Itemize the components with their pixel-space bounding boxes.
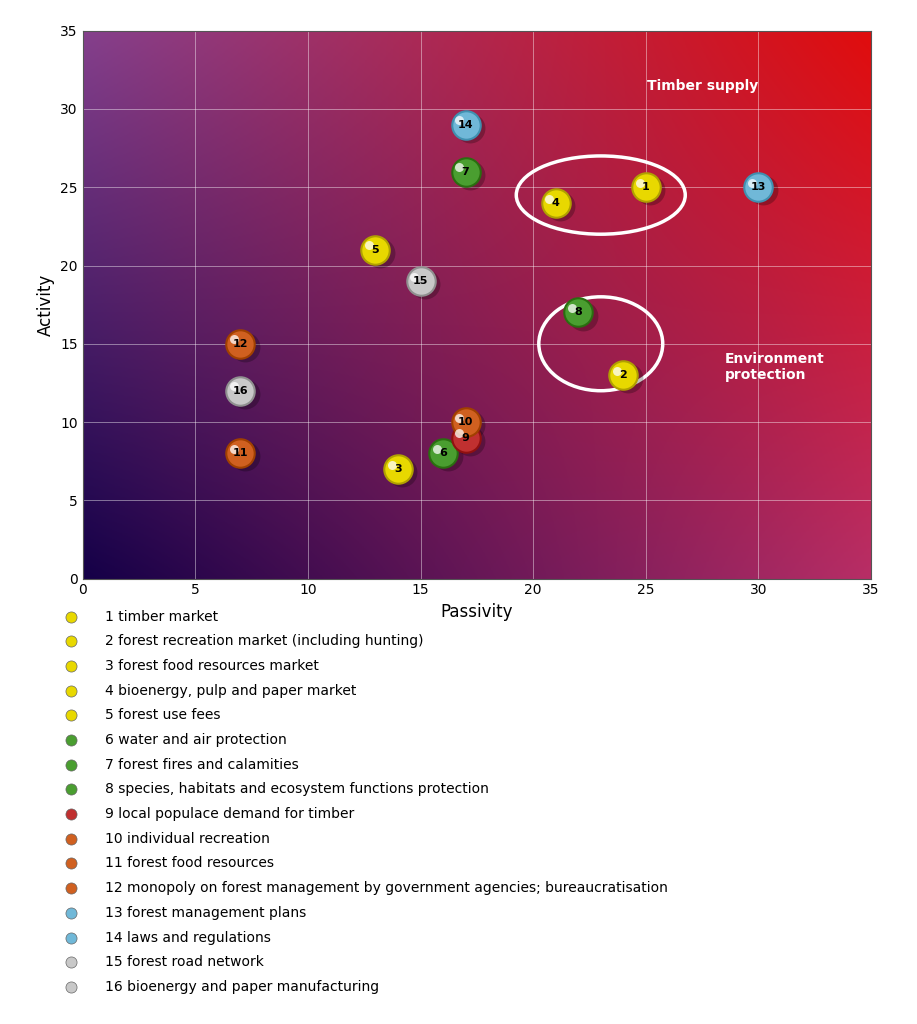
Text: 2: 2 (619, 370, 627, 380)
Text: 11: 11 (233, 449, 248, 459)
Point (417, 276, 432, 293)
Point (463, 167, 478, 183)
Text: 12: 12 (233, 339, 248, 349)
Text: 13 forest management plans: 13 forest management plans (105, 906, 306, 920)
Text: 6 water and air protection: 6 water and air protection (105, 733, 287, 748)
Text: 16 bioenergy and paper manufacturing: 16 bioenergy and paper manufacturing (105, 980, 379, 994)
Text: 1: 1 (642, 182, 650, 193)
Point (391, 461, 405, 477)
Point (643, 182, 657, 199)
Point (638, 179, 653, 196)
Text: 15 forest road network: 15 forest road network (105, 955, 264, 969)
Text: 2 forest recreation market (including hunting): 2 forest recreation market (including hu… (105, 635, 424, 648)
Text: 8 species, habitats and ecosystem functions protection: 8 species, habitats and ecosystem functi… (105, 782, 489, 797)
Point (226, 440, 241, 457)
Point (233, 445, 248, 462)
X-axis label: Passivity: Passivity (440, 603, 514, 621)
Point (440, 449, 455, 465)
Text: 8: 8 (574, 307, 582, 317)
Text: 15: 15 (413, 276, 428, 286)
Text: 6: 6 (439, 449, 447, 459)
Text: Timber supply: Timber supply (646, 79, 757, 92)
Text: 3 forest food resources market: 3 forest food resources market (105, 659, 319, 673)
Point (616, 367, 631, 383)
Point (553, 198, 568, 214)
Point (452, 112, 467, 128)
Point (463, 432, 478, 449)
Text: 16: 16 (232, 386, 249, 395)
Point (362, 238, 377, 254)
Text: 4 bioenergy, pulp and paper market: 4 bioenergy, pulp and paper market (105, 684, 357, 697)
Text: 14 laws and regulations: 14 laws and regulations (105, 931, 271, 944)
Point (407, 268, 422, 285)
Point (458, 414, 473, 430)
Point (463, 120, 478, 136)
Point (575, 307, 590, 324)
Point (238, 339, 252, 355)
Text: 4: 4 (552, 198, 559, 208)
Y-axis label: Activity: Activity (37, 273, 54, 336)
Point (226, 378, 241, 394)
Text: 5 forest use fees: 5 forest use fees (105, 709, 220, 723)
Point (436, 445, 450, 462)
Text: 3: 3 (394, 464, 402, 474)
Point (565, 300, 580, 316)
Point (542, 190, 557, 207)
Point (571, 304, 586, 321)
Point (372, 245, 387, 261)
Point (756, 182, 770, 199)
Text: 14: 14 (458, 120, 473, 130)
Point (384, 457, 399, 473)
Text: 9 local populace demand for timber: 9 local populace demand for timber (105, 807, 354, 821)
Point (226, 331, 241, 347)
Text: 7 forest fires and calamities: 7 forest fires and calamities (105, 758, 299, 772)
Point (632, 175, 646, 191)
Text: Environment
protection: Environment protection (724, 352, 824, 382)
Text: 7: 7 (461, 167, 470, 176)
Point (429, 440, 444, 457)
Point (368, 242, 382, 258)
Point (452, 425, 467, 441)
Text: 12 monopoly on forest management by government agencies; bureaucratisation: 12 monopoly on forest management by gove… (105, 882, 668, 895)
Point (548, 195, 563, 211)
Point (621, 370, 635, 386)
Text: 1 timber market: 1 timber market (105, 609, 218, 624)
Point (414, 273, 428, 290)
Point (751, 179, 766, 196)
Text: 13: 13 (751, 182, 767, 193)
Point (452, 410, 467, 426)
Point (458, 429, 473, 445)
Text: 10: 10 (458, 417, 473, 427)
Point (238, 386, 252, 402)
Text: 10 individual recreation: 10 individual recreation (105, 831, 270, 846)
Point (745, 175, 759, 191)
Point (233, 383, 248, 399)
Point (395, 464, 410, 480)
Text: 5: 5 (371, 245, 380, 255)
Point (233, 336, 248, 352)
Point (452, 159, 467, 175)
Text: 9: 9 (461, 433, 470, 442)
Point (610, 362, 624, 379)
Point (463, 417, 478, 433)
Point (458, 164, 473, 180)
Point (238, 449, 252, 465)
Text: 11 forest food resources: 11 forest food resources (105, 856, 274, 870)
Point (458, 117, 473, 133)
